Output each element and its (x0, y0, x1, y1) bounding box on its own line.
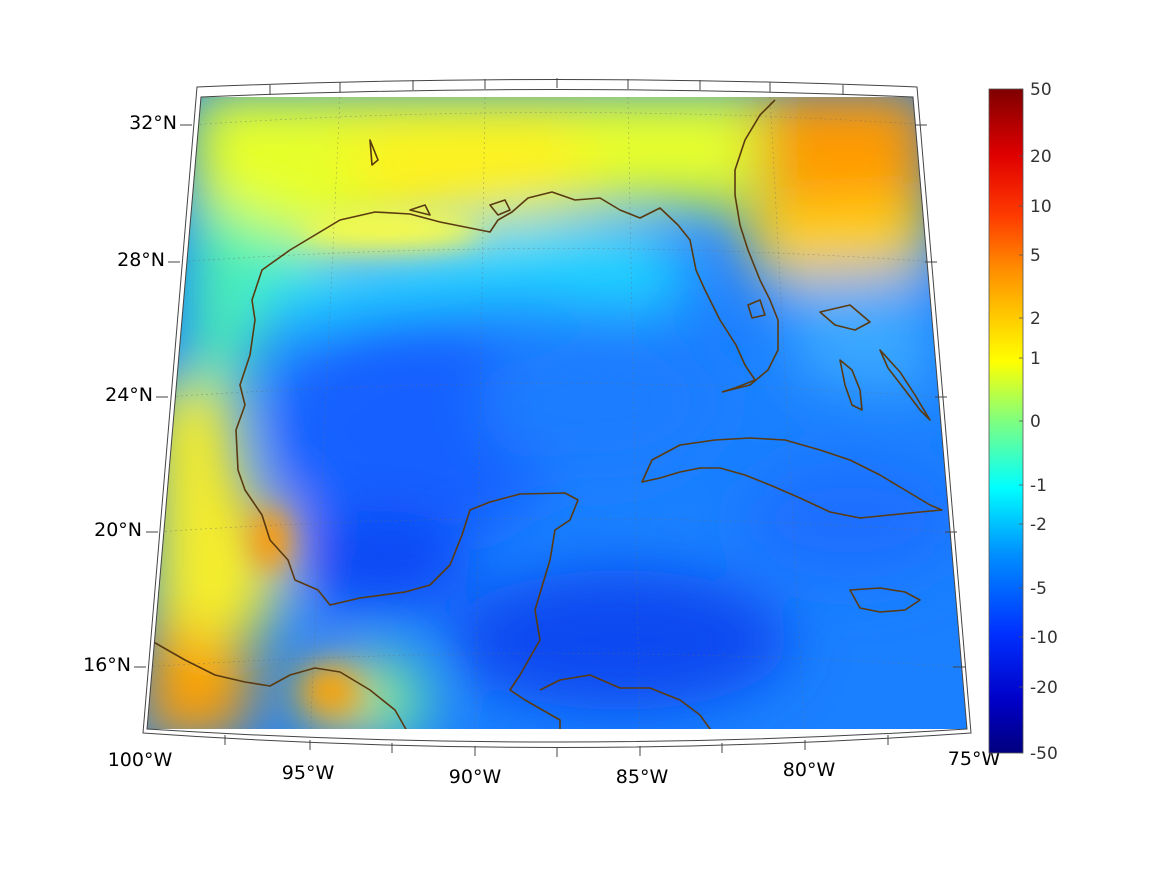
colorbar-tick-label: 2 (1030, 309, 1041, 329)
colorbar-tick-label: -50 (1030, 744, 1058, 764)
colorbar-tick-label: 50 (1030, 80, 1052, 100)
lon-label: 75°W (948, 748, 1001, 770)
coastlines (149, 99, 943, 729)
colorbar-tick-label: 10 (1030, 197, 1052, 217)
colorbar-gradient (988, 88, 1024, 754)
lat-label: 24°N (105, 384, 153, 406)
data-field (147, 97, 967, 729)
lat-label: 32°N (129, 112, 177, 134)
lon-label: 85°W (616, 766, 669, 788)
lat-label: 28°N (117, 249, 165, 271)
colorbar-tick-label: 20 (1030, 147, 1052, 167)
colorbar-tick-label: -2 (1030, 515, 1047, 535)
graticule-lines (147, 97, 961, 729)
lon-label: 100°W (108, 749, 173, 771)
lon-label: 80°W (783, 759, 836, 781)
lon-label: 90°W (449, 766, 502, 788)
colorbar-tick-label: 1 (1030, 349, 1041, 369)
latitude-labels: 32°N 28°N 24°N 20°N 16°N (83, 112, 177, 676)
lon-label: 95°W (282, 762, 335, 784)
colorbar-tick-label: 0 (1030, 412, 1041, 432)
colorbar-tick-label: -5 (1030, 579, 1047, 599)
map-frame (134, 78, 972, 757)
lat-label: 16°N (83, 654, 131, 676)
colorbar-tick-label: -20 (1030, 678, 1058, 698)
longitude-labels: 100°W 95°W 90°W 85°W 80°W 75°W (108, 748, 1001, 788)
lat-label: 20°N (94, 519, 142, 541)
colorbar-tick-label: 5 (1030, 246, 1041, 266)
colorbar-tick-label: -10 (1030, 628, 1058, 648)
colorbar-tick-label: -1 (1030, 476, 1047, 496)
